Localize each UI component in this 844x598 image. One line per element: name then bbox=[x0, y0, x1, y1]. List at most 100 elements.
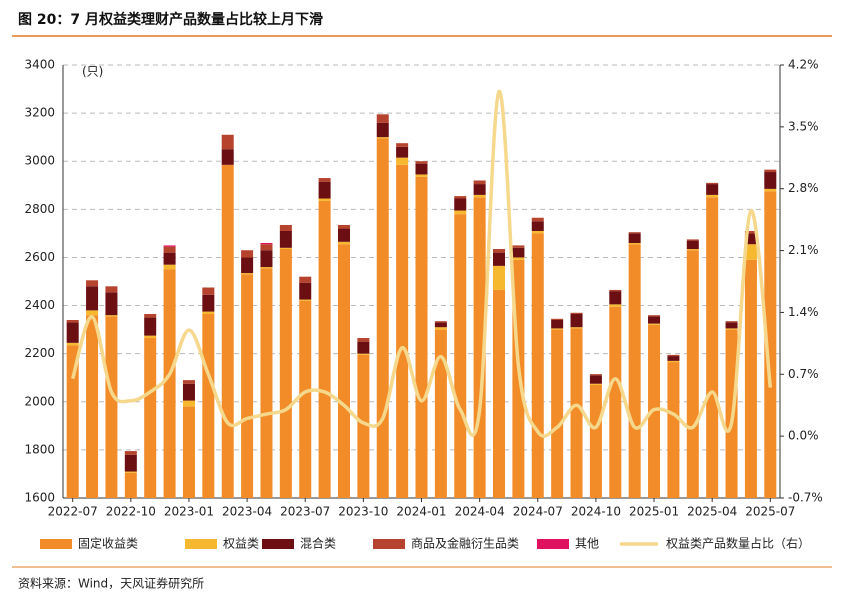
bar-segment bbox=[725, 321, 738, 323]
legend-swatch bbox=[373, 539, 405, 549]
y-tick-label: 2200 bbox=[24, 346, 55, 360]
bar-segment bbox=[531, 230, 544, 234]
bar-segment bbox=[725, 328, 738, 330]
x-tick-label: 2024-01 bbox=[396, 505, 446, 519]
legend-label: 商品及金融衍生品类 bbox=[411, 536, 519, 551]
bar-segment bbox=[589, 375, 602, 384]
bar-segment bbox=[337, 241, 350, 245]
bar-segment bbox=[434, 327, 447, 330]
legend-swatch bbox=[185, 539, 217, 549]
legend-label: 权益类产品数量占比（右） bbox=[666, 536, 810, 551]
bar-segment bbox=[337, 244, 350, 498]
bar-segment bbox=[202, 313, 215, 498]
bar-segment bbox=[415, 161, 428, 164]
bar-segment bbox=[357, 338, 370, 342]
bar-segment bbox=[299, 282, 312, 300]
bar-segment bbox=[318, 178, 331, 182]
bar-segment bbox=[376, 138, 389, 498]
bar-segment bbox=[764, 169, 777, 173]
bar-segment bbox=[86, 310, 99, 316]
bar-segment bbox=[318, 198, 331, 201]
bar-segment bbox=[415, 176, 428, 498]
bar-segment bbox=[260, 250, 273, 268]
bar-segment bbox=[396, 157, 409, 165]
bar-segment bbox=[66, 345, 79, 498]
y2-tick-label: 2.8% bbox=[788, 181, 819, 195]
bar-segment bbox=[493, 249, 506, 253]
bar-segment bbox=[609, 304, 622, 307]
legend-swatch bbox=[262, 539, 294, 549]
legend-label: 混合类 bbox=[300, 536, 336, 551]
bar-segment bbox=[260, 243, 273, 245]
bar-segment bbox=[163, 264, 176, 270]
bar-segment bbox=[531, 217, 544, 222]
bar-segment bbox=[512, 257, 525, 260]
legend-swatch bbox=[40, 539, 72, 549]
bar-segment bbox=[744, 244, 757, 260]
bar-segment bbox=[706, 197, 719, 499]
bar-segment bbox=[570, 313, 583, 328]
bar-segment bbox=[493, 265, 506, 290]
bar-segment bbox=[589, 384, 602, 498]
bar-segment bbox=[299, 299, 312, 301]
bar-segment bbox=[376, 137, 389, 139]
bar-segment bbox=[105, 286, 118, 293]
bar-segment bbox=[454, 210, 467, 215]
y2-tick-label: 0.7% bbox=[788, 367, 819, 381]
bar-segment bbox=[686, 250, 699, 498]
bar-segment bbox=[86, 286, 99, 311]
bar-segment bbox=[376, 122, 389, 138]
bar-segment bbox=[241, 274, 254, 498]
bar-segment bbox=[415, 163, 428, 175]
bar-segment bbox=[473, 180, 486, 185]
bar-segment bbox=[163, 246, 176, 253]
bar-segment bbox=[473, 194, 486, 198]
x-tick-label: 2025-07 bbox=[745, 505, 795, 519]
bar-segment bbox=[357, 341, 370, 354]
bar-segment bbox=[163, 252, 176, 265]
legend-label: 其他 bbox=[575, 537, 599, 551]
bar-segment bbox=[473, 184, 486, 195]
x-tick-label: 2022-07 bbox=[48, 505, 98, 519]
bar-segment bbox=[434, 329, 447, 498]
bar-segment bbox=[570, 328, 583, 498]
bar-segment bbox=[144, 317, 157, 336]
x-tick-label: 2024-07 bbox=[513, 505, 563, 519]
source: 资料来源：Wind，天风证券研究所 bbox=[18, 576, 204, 591]
bar-segment bbox=[182, 380, 195, 384]
bar-segment bbox=[686, 249, 699, 251]
bar-segment bbox=[202, 294, 215, 312]
bar-segment bbox=[144, 338, 157, 498]
bar-segment bbox=[648, 323, 661, 325]
x-tick-label: 2022-10 bbox=[106, 505, 156, 519]
bar-segment bbox=[396, 146, 409, 158]
bar-segment bbox=[86, 315, 99, 498]
bar-segment bbox=[415, 174, 428, 177]
bar-segment bbox=[337, 224, 350, 229]
x-tick-label: 2023-04 bbox=[222, 505, 272, 519]
bar-segment bbox=[221, 164, 234, 498]
bar-segment bbox=[551, 318, 564, 320]
bar-segment bbox=[764, 191, 777, 498]
bar-segment bbox=[299, 300, 312, 498]
legend-label: 固定收益类 bbox=[78, 536, 138, 551]
x-tick-label: 2023-10 bbox=[338, 505, 388, 519]
bar-segment bbox=[531, 221, 544, 231]
y2-tick-label: -0.7% bbox=[788, 491, 823, 505]
bar-segment bbox=[667, 362, 680, 498]
bar-segment bbox=[551, 329, 564, 498]
x-tick-label: 2023-07 bbox=[280, 505, 330, 519]
bar-segment bbox=[493, 289, 506, 498]
bar-segment bbox=[744, 230, 757, 234]
bar-segment bbox=[279, 230, 292, 248]
y2-tick-label: 0.0% bbox=[788, 429, 819, 443]
y-tick-label: 1600 bbox=[24, 491, 55, 505]
bar-segment bbox=[434, 321, 447, 323]
bar-segment bbox=[124, 451, 137, 455]
bar-segment bbox=[434, 322, 447, 328]
bar-segment bbox=[512, 247, 525, 258]
bar-segment bbox=[202, 287, 215, 295]
bar-segment bbox=[376, 114, 389, 123]
ratio-line bbox=[71, 89, 773, 438]
bar-segment bbox=[764, 172, 777, 189]
